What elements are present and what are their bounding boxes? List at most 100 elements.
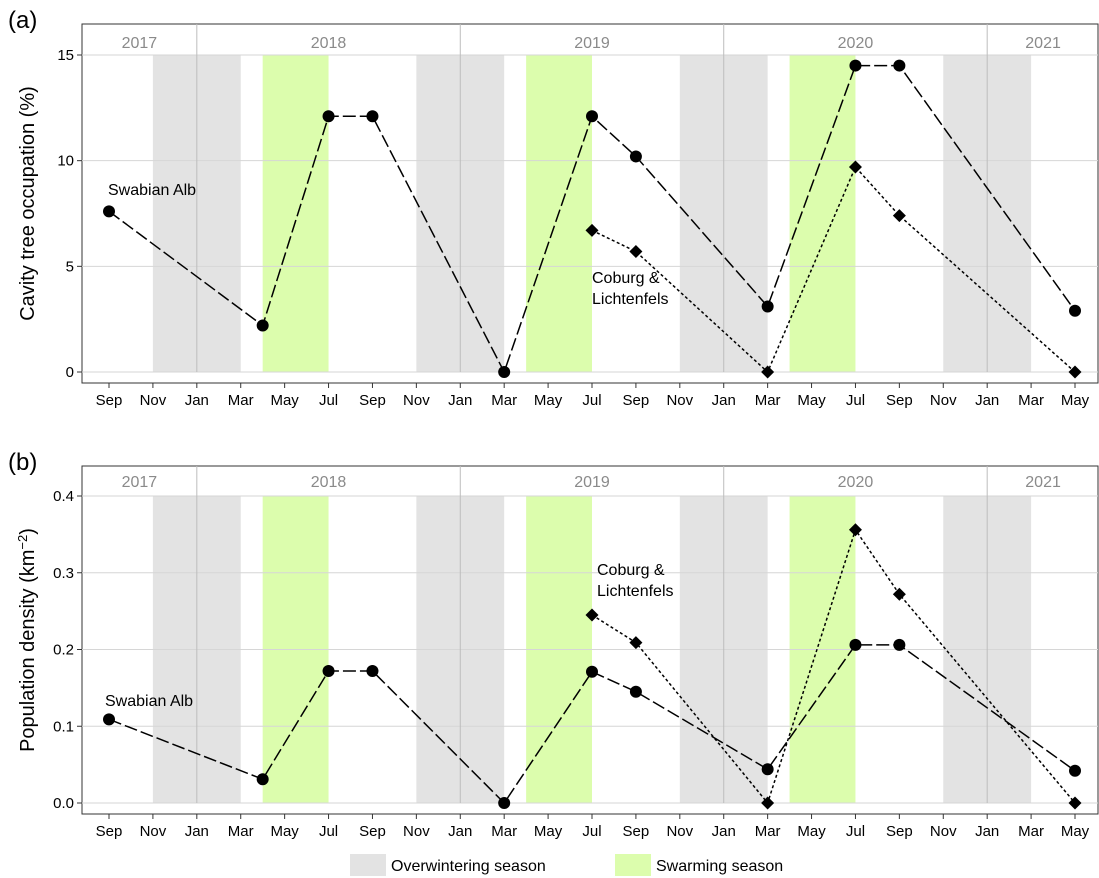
y-tick-label: 0.2: [53, 642, 74, 659]
point-coburg-lichtenfels: [1068, 796, 1082, 810]
annotation-line: Swabian Alb: [108, 182, 196, 199]
year-label-2020: 2020: [838, 474, 874, 491]
y-tick-label: 0.0: [53, 795, 74, 812]
point-coburg-lichtenfels: [761, 796, 775, 810]
year-label-2018: 2018: [311, 35, 347, 52]
legend-swatch-swarming: [615, 854, 651, 876]
point-swabian-alb: [629, 685, 642, 698]
x-tick-label-jan: Jan: [448, 823, 472, 840]
annotation-line: Swabian Alb: [105, 693, 193, 710]
point-swabian-alb: [322, 110, 335, 123]
point-coburg-lichtenfels: [892, 587, 906, 601]
point-swabian-alb: [103, 713, 115, 726]
point-coburg-lichtenfels: [629, 245, 643, 259]
swarming-band-1: [262, 55, 329, 372]
y-tick-label: 0.4: [53, 488, 74, 505]
x-tick-label-sep: Sep: [96, 392, 123, 409]
year-label-2020: 2020: [838, 35, 874, 52]
x-tick-label-jul: Jul: [846, 392, 865, 409]
point-swabian-alb: [322, 664, 335, 677]
point-coburg-lichtenfels: [848, 160, 862, 174]
y-tick-label: 0.1: [53, 718, 74, 735]
y-axis-title: Cavity tree occupation (%): [17, 86, 39, 321]
y-tick-label: 0: [66, 364, 74, 381]
series-line-coburg-lichtenfels: [591, 165, 1076, 374]
x-tick-label-sep: Sep: [359, 392, 386, 409]
x-tick-label-mar: Mar: [1018, 392, 1044, 409]
point-swabian-alb: [498, 366, 511, 378]
x-tick-label-may: May: [270, 823, 299, 840]
x-tick-label-jan: Jan: [448, 392, 472, 409]
y-axis-title: Population density (km−2): [15, 528, 40, 752]
point-swabian-alb: [893, 638, 906, 651]
x-tick-label-mar: Mar: [491, 392, 517, 409]
x-tick-label-mar: Mar: [1018, 823, 1044, 840]
x-tick-label-sep: Sep: [886, 392, 913, 409]
x-tick-label-jan: Jan: [712, 823, 736, 840]
point-coburg-lichtenfels: [892, 209, 906, 223]
point-swabian-alb: [366, 110, 379, 123]
x-tick-label-nov: Nov: [403, 823, 430, 840]
point-swabian-alb: [1069, 304, 1081, 317]
series-line-coburg-lichtenfels: [591, 528, 1076, 805]
plot-frame: [81, 23, 1099, 384]
y-axis-title-superscript: −2: [15, 535, 30, 550]
annotation-swabian-alb: Swabian Alb: [105, 693, 193, 710]
x-tick-label-jan: Jan: [712, 392, 736, 409]
x-tick-label-mar: Mar: [228, 392, 254, 409]
point-swabian-alb: [103, 205, 115, 218]
point-swabian-alb: [256, 319, 269, 332]
point-swabian-alb: [849, 638, 862, 651]
x-tick-label-sep: Sep: [96, 823, 123, 840]
x-tick-label-sep: Sep: [623, 823, 650, 840]
point-swabian-alb: [761, 763, 774, 776]
point-coburg-lichtenfels: [761, 365, 775, 379]
y-tick-label: 5: [66, 258, 74, 275]
legend-label-swarming: Swarming season: [656, 858, 783, 875]
panel-b: 2017 2018 2019 2020 2021 0.0 0.1 0.2 0.3 0.4 Sep No…: [8, 449, 1099, 840]
swarming-band-3: [789, 55, 856, 372]
x-tick-label-sep: Sep: [359, 823, 386, 840]
x-tick-label-sep: Sep: [886, 823, 913, 840]
point-swabian-alb: [256, 773, 269, 786]
legend-swatch-overwintering: [350, 854, 386, 876]
x-tick-label-jul: Jul: [582, 823, 601, 840]
x-tick-label-jan: Jan: [185, 392, 209, 409]
point-coburg-lichtenfels: [629, 636, 643, 650]
annotation-line: Coburg &: [597, 562, 665, 579]
series-line-swabian-alb: [108, 644, 1076, 805]
x-tick-label-jul: Jul: [319, 823, 338, 840]
point-swabian-alb: [629, 150, 642, 163]
annotation-line: Lichtenfels: [597, 583, 674, 600]
panel-label: (a): [8, 7, 37, 34]
annotation-coburg-lichtenfels: Coburg & Lichtenfels: [592, 270, 669, 308]
point-swabian-alb: [586, 665, 598, 678]
x-tick-label-mar: Mar: [755, 823, 781, 840]
x-tick-label-mar: Mar: [228, 823, 254, 840]
x-tick-label-jul: Jul: [846, 823, 865, 840]
point-swabian-alb: [893, 59, 906, 72]
x-tick-label-sep: Sep: [623, 392, 650, 409]
x-tick-label-nov: Nov: [666, 392, 693, 409]
annotation-swabian-alb: Swabian Alb: [108, 182, 196, 199]
year-label-2021: 2021: [1025, 35, 1061, 52]
annotation-line: Coburg &: [592, 270, 660, 287]
year-label-2018: 2018: [311, 474, 347, 491]
x-tick-label-jul: Jul: [582, 392, 601, 409]
point-swabian-alb: [586, 110, 598, 123]
x-tick-label-nov: Nov: [140, 823, 167, 840]
x-tick-label-may: May: [534, 823, 563, 840]
x-tick-label-may: May: [534, 392, 563, 409]
year-label-2021: 2021: [1025, 474, 1061, 491]
x-tick-label-may: May: [1061, 823, 1090, 840]
y-tick-label: 0.3: [53, 565, 74, 582]
x-tick-label-jan: Jan: [975, 392, 999, 409]
plot-frame: [81, 465, 1099, 815]
point-coburg-lichtenfels: [585, 608, 599, 622]
y-tick-label: 10: [57, 153, 74, 170]
point-swabian-alb: [366, 664, 379, 677]
year-label-2019: 2019: [574, 474, 610, 491]
x-tick-label-mar: Mar: [491, 823, 517, 840]
point-coburg-lichtenfels: [585, 223, 599, 237]
